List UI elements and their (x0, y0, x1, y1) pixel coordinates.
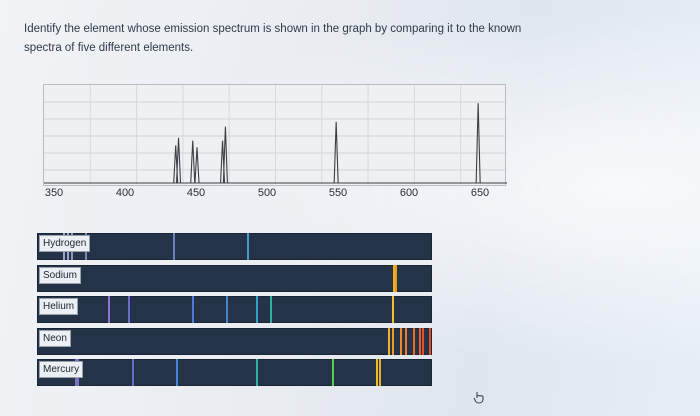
spectral-line (391, 296, 394, 323)
graph-plot (44, 85, 507, 187)
emission-peak (222, 126, 228, 184)
spectral-line (421, 327, 424, 355)
spectrum-label: Neon (39, 329, 71, 347)
spectrum-band-hydrogen: Hydrogen (37, 233, 432, 260)
pointer-hand-icon (473, 392, 484, 404)
spectral-line (269, 296, 272, 323)
emission-graph (43, 84, 507, 187)
spectrum-band-neon: Neon (37, 327, 432, 355)
spectral-line (255, 296, 258, 323)
spectrum-band-mercury: Mercury (37, 359, 432, 386)
axis-tick-label: 600 (399, 187, 419, 199)
spectral-line (132, 359, 135, 386)
axis-tick-label: 650 (470, 187, 490, 199)
spectral-line (247, 233, 250, 260)
question-line-2: spectra of five different elements. (24, 42, 194, 54)
spectral-line (387, 327, 390, 355)
emission-peak (175, 137, 182, 184)
spectrum-band-sodium: Sodium (37, 264, 432, 292)
spectral-line (127, 296, 130, 323)
spectral-line (173, 233, 176, 260)
spectral-line (332, 359, 335, 386)
axis-tick-label: 550 (328, 187, 348, 199)
spectral-line (393, 264, 396, 292)
axis-tick-label: 450 (186, 187, 206, 199)
spectrum-label: Helium (39, 298, 79, 315)
question-line-1: Identify the element whose emission spec… (24, 23, 522, 35)
spectral-line (428, 327, 431, 355)
spectral-line (176, 359, 179, 386)
spectral-line (391, 327, 394, 355)
question-text: Identify the element whose emission spec… (24, 20, 544, 58)
spectral-line (400, 327, 403, 355)
spectrum-label: Hydrogen (39, 235, 91, 252)
axis-tick-label: 500 (257, 187, 277, 199)
spectrum-band-helium: Helium (37, 296, 432, 323)
spectrum-label: Sodium (39, 266, 81, 284)
emission-peak (333, 121, 339, 184)
spectral-line (404, 327, 407, 355)
spectral-line (394, 264, 397, 292)
emission-peak (475, 103, 481, 184)
spectral-line (225, 296, 228, 323)
spectral-line (191, 296, 194, 323)
spectral-line (379, 359, 382, 386)
spectral-line (255, 359, 258, 386)
emission-peak (194, 147, 200, 184)
axis-tick-label: 350 (44, 187, 64, 199)
axis-tick-label: 400 (115, 187, 135, 199)
spectral-line (418, 327, 421, 355)
spectral-line (107, 296, 110, 323)
spectral-line (413, 327, 416, 355)
spectral-line (376, 359, 379, 386)
spectrum-label: Mercury (39, 361, 84, 378)
emission-peak (190, 140, 196, 184)
